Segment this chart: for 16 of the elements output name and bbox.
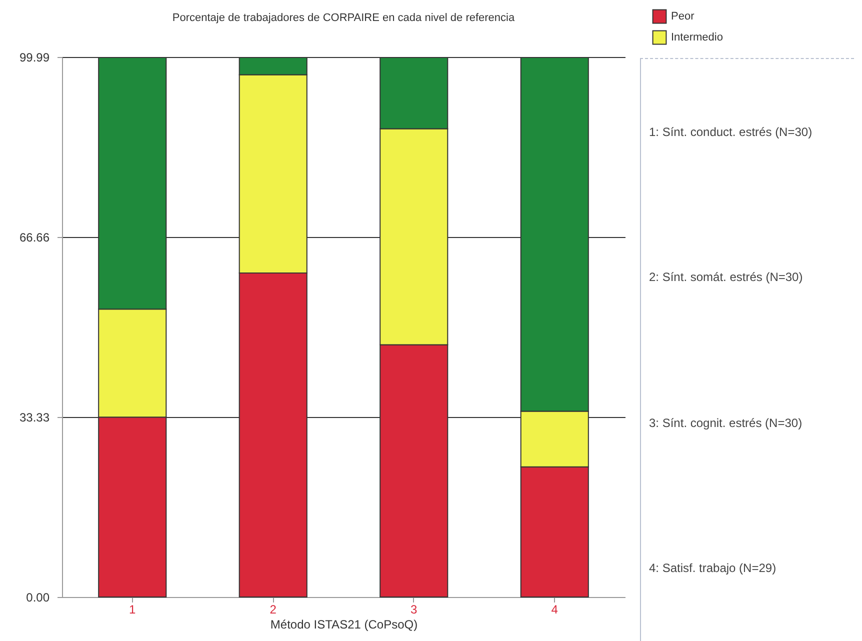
x-axis-title: Método ISTAS21 (CoPsoQ) xyxy=(270,618,418,632)
legend-label: Intermedio xyxy=(671,32,723,44)
y-tick-label: 99.99 xyxy=(19,50,50,64)
y-tick-label: 66.66 xyxy=(19,230,50,244)
legend-label: Peor xyxy=(671,10,695,22)
text: 2: Sínt. somát. estrés (N=30) xyxy=(649,270,804,284)
x-tick-label: 3 xyxy=(410,602,418,616)
chart-title: Porcentaje de trabajadores de CORPAIRE en cada nivel de referencia xyxy=(171,12,516,24)
x-tick-label: 1 xyxy=(129,602,136,616)
x-tick-label: 4 xyxy=(551,602,558,616)
y-tick-label: 33.33 xyxy=(19,410,50,424)
y-tick-label: 0.00 xyxy=(26,590,50,604)
text: 4: Satisf. trabajo (N=29) xyxy=(649,561,778,576)
x-tick-label: 2 xyxy=(270,602,277,616)
text: 3: Sínt. cognit. estrés (N=30) xyxy=(649,416,804,430)
text: 1: Sínt. conduct. estrés (N=30) xyxy=(649,124,814,139)
